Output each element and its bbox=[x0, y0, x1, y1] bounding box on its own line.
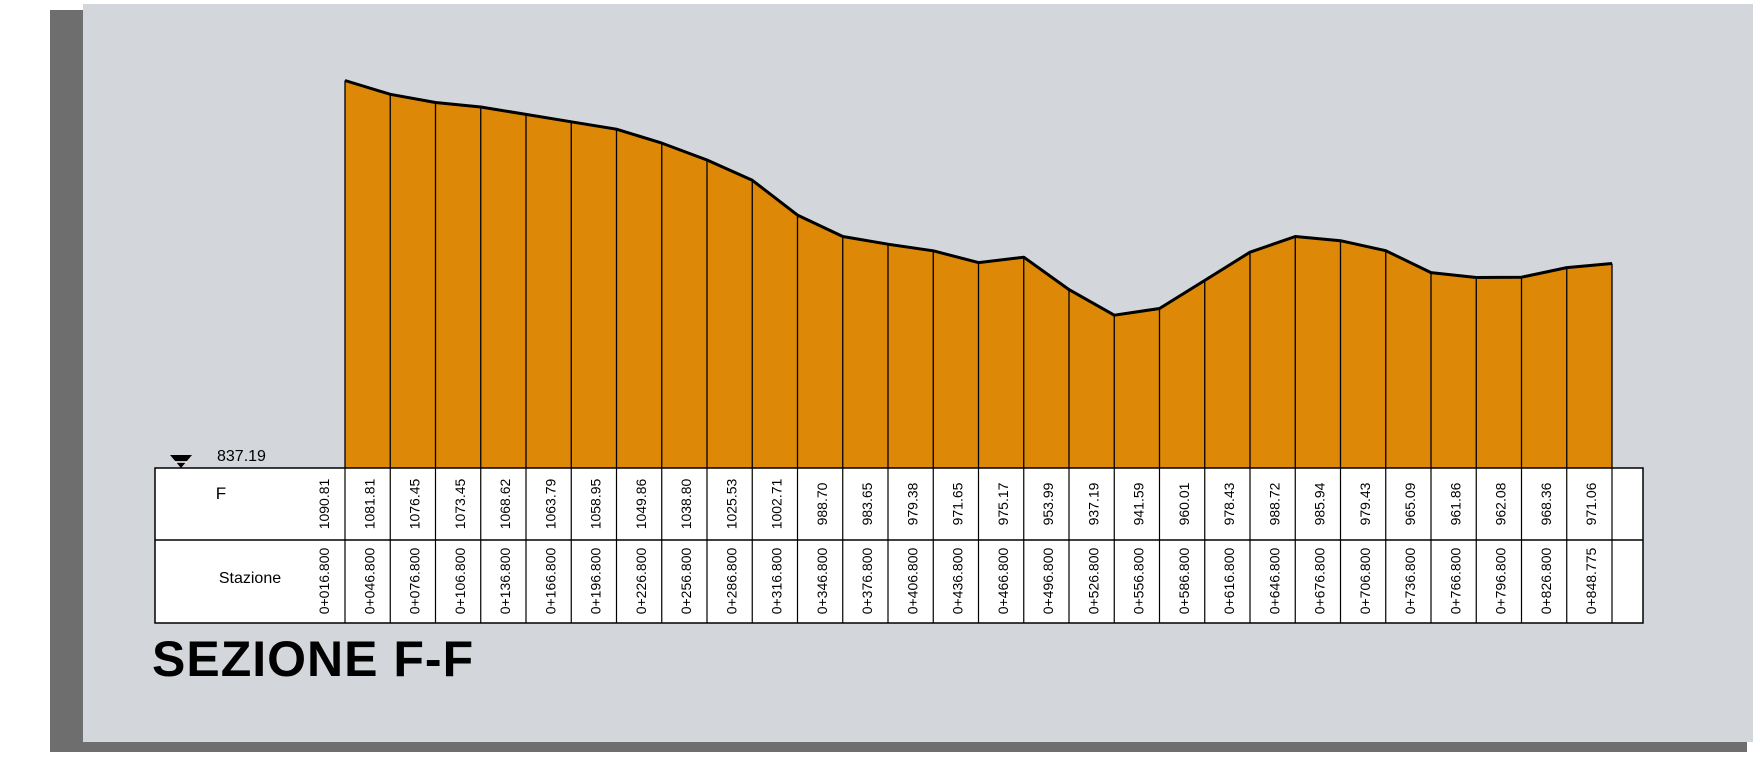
elevation-label: 961.86 bbox=[1447, 482, 1463, 525]
station-label: 0+226.800 bbox=[633, 548, 649, 615]
station-label: 0+016.800 bbox=[316, 548, 332, 615]
station-label: 0+646.800 bbox=[1266, 548, 1282, 615]
elevation-label: 1025.53 bbox=[723, 478, 739, 529]
elevation-label: 953.99 bbox=[1040, 482, 1056, 525]
reference-level: 837.19 bbox=[170, 448, 266, 468]
station-label: 0+736.800 bbox=[1402, 548, 1418, 615]
station-label: 0+286.800 bbox=[723, 548, 739, 615]
station-label: 0+848.775 bbox=[1583, 548, 1599, 615]
elevation-label: 1002.71 bbox=[769, 478, 785, 529]
elevation-label: 941.59 bbox=[1131, 482, 1147, 525]
profile-group bbox=[344, 79, 1613, 468]
station-label: 0+586.800 bbox=[1176, 548, 1192, 615]
station-label: 0+406.800 bbox=[904, 548, 920, 615]
elevation-label: 965.09 bbox=[1402, 482, 1418, 525]
row-label-station: Stazione bbox=[219, 570, 281, 587]
elevation-label: 1063.79 bbox=[542, 478, 558, 529]
elevation-label: 960.01 bbox=[1176, 482, 1192, 525]
elevation-label: 1058.95 bbox=[588, 478, 604, 529]
elevation-label: 1049.86 bbox=[633, 478, 649, 529]
elevation-label: 978.43 bbox=[1221, 482, 1237, 525]
elevation-label: 1076.45 bbox=[407, 478, 423, 529]
elevation-label: 937.19 bbox=[1085, 482, 1101, 525]
station-label: 0+766.800 bbox=[1447, 548, 1463, 615]
station-label: 0+046.800 bbox=[361, 548, 377, 615]
station-label: 0+136.800 bbox=[497, 548, 513, 615]
station-label: 0+826.800 bbox=[1538, 548, 1554, 615]
data-table: F Stazione bbox=[154, 467, 1644, 624]
station-label: 0+256.800 bbox=[678, 548, 694, 615]
station-label: 0+616.800 bbox=[1221, 548, 1237, 615]
elevation-label: 985.94 bbox=[1312, 482, 1328, 525]
elevation-label: 988.72 bbox=[1266, 482, 1282, 525]
station-label: 0+706.800 bbox=[1357, 548, 1373, 615]
elevation-label: 962.08 bbox=[1493, 482, 1509, 525]
elevation-label: 975.17 bbox=[995, 482, 1011, 525]
reference-level-label: 837.19 bbox=[217, 448, 266, 465]
elevation-label: 1073.45 bbox=[452, 478, 468, 529]
station-label: 0+436.800 bbox=[950, 548, 966, 615]
elevation-label: 983.65 bbox=[859, 482, 875, 525]
station-label: 0+196.800 bbox=[588, 548, 604, 615]
section-title: SEZIONE F-F bbox=[152, 631, 475, 687]
station-label: 0+496.800 bbox=[1040, 548, 1056, 615]
elevation-label: 988.70 bbox=[814, 482, 830, 525]
elevation-label: 971.06 bbox=[1583, 482, 1599, 525]
station-label: 0+556.800 bbox=[1131, 548, 1147, 615]
table-frame bbox=[154, 467, 1644, 624]
table-columns: 1090.81 0+016.800 1081.81 0+046.800 1076.45 0… bbox=[316, 468, 1613, 623]
elevation-label: 1038.80 bbox=[678, 478, 694, 529]
station-label: 0+076.800 bbox=[407, 548, 423, 615]
row-label-elevation: F bbox=[216, 484, 226, 503]
station-label: 0+316.800 bbox=[769, 548, 785, 615]
elevation-label: 979.38 bbox=[904, 482, 920, 525]
elevation-label: 979.43 bbox=[1357, 482, 1373, 525]
station-label: 0+376.800 bbox=[859, 548, 875, 615]
station-label: 0+106.800 bbox=[452, 548, 468, 615]
station-label: 0+466.800 bbox=[995, 548, 1011, 615]
station-label: 0+796.800 bbox=[1493, 548, 1509, 615]
elevation-label: 968.36 bbox=[1538, 482, 1554, 525]
elevation-label: 971.65 bbox=[950, 482, 966, 525]
elevation-label: 1090.81 bbox=[316, 478, 332, 529]
elevation-label: 1081.81 bbox=[361, 478, 377, 529]
station-label: 0+346.800 bbox=[814, 548, 830, 615]
station-label: 0+526.800 bbox=[1085, 548, 1101, 615]
station-label: 0+166.800 bbox=[542, 548, 558, 615]
terrain-line bbox=[344, 79, 1613, 317]
station-label: 0+676.800 bbox=[1312, 548, 1328, 615]
elevation-label: 1068.62 bbox=[497, 478, 513, 529]
